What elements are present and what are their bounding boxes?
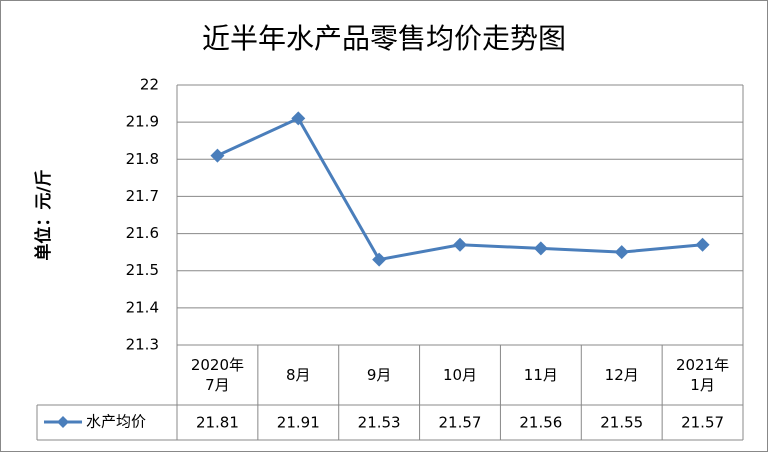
x-tick-label: 2020年 7月 (190, 356, 245, 394)
table-value: 21.57 (439, 414, 482, 432)
y-tick-label: 21.9 (126, 113, 159, 131)
table-value: 21.57 (681, 414, 724, 432)
y-tick-label: 22 (140, 76, 159, 94)
table-value: 21.91 (277, 414, 320, 432)
x-tick-label: 12月 (604, 366, 639, 384)
y-axis-label: 单位：元/斤 (33, 169, 54, 260)
x-tick-label: 10月 (442, 366, 478, 384)
table-value: 21.53 (358, 414, 401, 432)
table-value: 21.55 (600, 414, 643, 432)
x-tick-label: 8月 (285, 366, 311, 384)
chart-title: 近半年水产品零售均价走势图 (202, 22, 566, 55)
marker (372, 252, 387, 267)
y-tick-label: 21.8 (126, 150, 159, 168)
y-tick-label: 21.7 (126, 187, 159, 205)
marker (291, 111, 306, 126)
marker (533, 241, 548, 256)
marker (453, 237, 467, 252)
y-tick-label: 21.5 (126, 261, 159, 279)
table-value: 21.81 (196, 414, 239, 432)
x-tick-label: 11月 (523, 366, 558, 384)
legend-label: 水产均价 (86, 413, 146, 431)
legend-marker (57, 416, 69, 428)
marker (210, 148, 225, 163)
y-tick-label: 21.6 (126, 224, 159, 242)
marker (695, 237, 710, 252)
y-tick-label: 21.3 (126, 336, 159, 354)
x-tick-label: 9月 (366, 366, 392, 384)
marker (614, 245, 629, 260)
y-tick-label: 21.4 (126, 298, 159, 316)
x-tick-label: 2021年 1月 (675, 356, 730, 394)
table-value: 21.56 (519, 414, 562, 432)
